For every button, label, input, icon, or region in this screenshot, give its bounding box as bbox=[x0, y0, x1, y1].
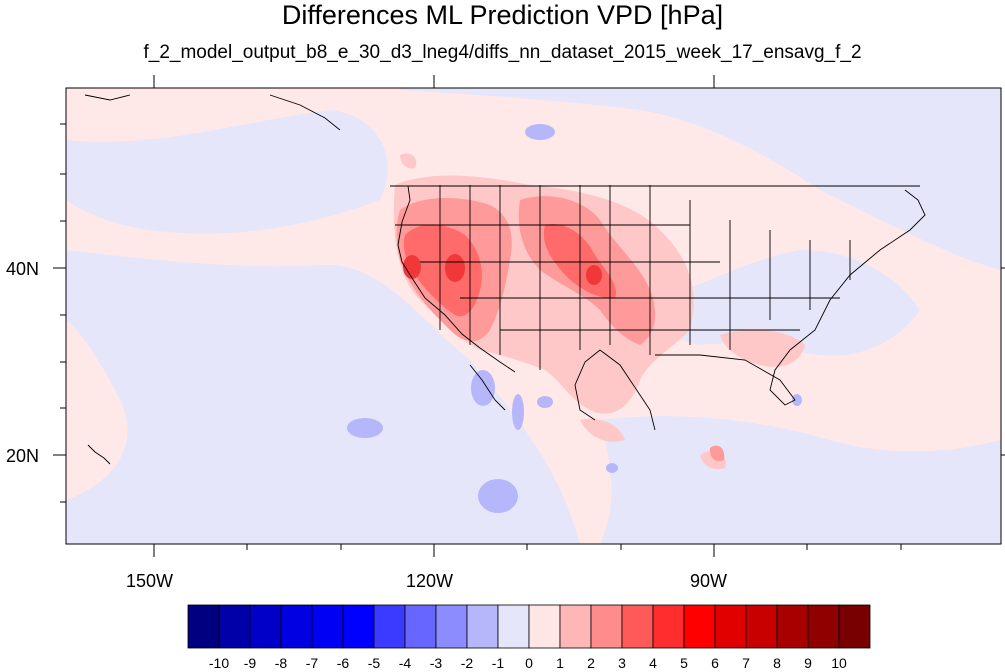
negative-regions bbox=[66, 88, 1001, 544]
coastlines bbox=[84, 94, 926, 465]
map-field bbox=[66, 88, 1001, 544]
colorbar-swatch bbox=[435, 604, 468, 649]
colorbar-swatch bbox=[590, 604, 623, 649]
colorbar-swatch bbox=[838, 604, 871, 649]
colorbar-label: -6 bbox=[336, 655, 350, 671]
colorbar-swatch bbox=[280, 604, 313, 649]
lat-label-20n: 20N bbox=[6, 446, 40, 466]
lon-label-120w: 120W bbox=[406, 571, 454, 591]
colorbar-label: 10 bbox=[831, 655, 847, 671]
colorbar-swatch bbox=[807, 604, 840, 649]
colorbar-label: 2 bbox=[587, 655, 595, 671]
colorbar-swatch bbox=[714, 604, 747, 649]
colorbar-label: -4 bbox=[398, 655, 412, 671]
colorbar-label: -5 bbox=[367, 655, 381, 671]
colorbar-swatch bbox=[342, 604, 375, 649]
map-subtitle: f_2_model_output_b8_e_30_d3_lneg4/diffs_… bbox=[143, 42, 862, 63]
colorbar-label: -7 bbox=[305, 655, 319, 671]
colorbar-swatch bbox=[745, 604, 778, 649]
colorbar-swatch bbox=[311, 604, 344, 649]
colorbar-label: -1 bbox=[491, 655, 505, 671]
colorbar bbox=[187, 604, 871, 649]
negative-blobs bbox=[347, 124, 802, 513]
lon-label-90w: 90W bbox=[690, 571, 728, 591]
colorbar-label: 9 bbox=[804, 655, 812, 671]
map-title: Differences ML Prediction VPD [hPa] bbox=[281, 0, 724, 30]
colorbar-swatch bbox=[373, 604, 406, 649]
colorbar-label: -8 bbox=[274, 655, 288, 671]
lon-label-150w: 150W bbox=[126, 571, 174, 591]
colorbar-label: 4 bbox=[649, 655, 657, 671]
colorbar-swatch bbox=[404, 604, 437, 649]
colorbar-label: 8 bbox=[773, 655, 781, 671]
colorbar-swatch bbox=[466, 604, 499, 649]
colorbar-swatch bbox=[559, 604, 592, 649]
positive-level-4 bbox=[403, 254, 602, 285]
colorbar-label: -10 bbox=[208, 655, 230, 671]
colorbar-label: 6 bbox=[711, 655, 719, 671]
colorbar-swatch bbox=[218, 604, 251, 649]
colorbar-label: -9 bbox=[243, 655, 257, 671]
colorbar-swatch bbox=[497, 604, 530, 649]
axis-ticks bbox=[53, 75, 1005, 557]
colorbar-label: 3 bbox=[618, 655, 626, 671]
plot-frame bbox=[65, 87, 1002, 545]
colorbar-label: 7 bbox=[742, 655, 750, 671]
colorbar-swatch bbox=[683, 604, 716, 649]
colorbar-label: -3 bbox=[429, 655, 443, 671]
colorbar-label: 0 bbox=[525, 655, 533, 671]
colorbar-swatch bbox=[652, 604, 685, 649]
lat-label-40n: 40N bbox=[6, 259, 40, 279]
colorbar-swatch bbox=[776, 604, 809, 649]
colorbar-swatch bbox=[528, 604, 561, 649]
colorbar-label: 1 bbox=[556, 655, 564, 671]
colorbar-label: -2 bbox=[460, 655, 474, 671]
colorbar-swatch bbox=[621, 604, 654, 649]
colorbar-swatch bbox=[187, 604, 220, 649]
colorbar-swatch bbox=[249, 604, 282, 649]
colorbar-label: 5 bbox=[680, 655, 688, 671]
